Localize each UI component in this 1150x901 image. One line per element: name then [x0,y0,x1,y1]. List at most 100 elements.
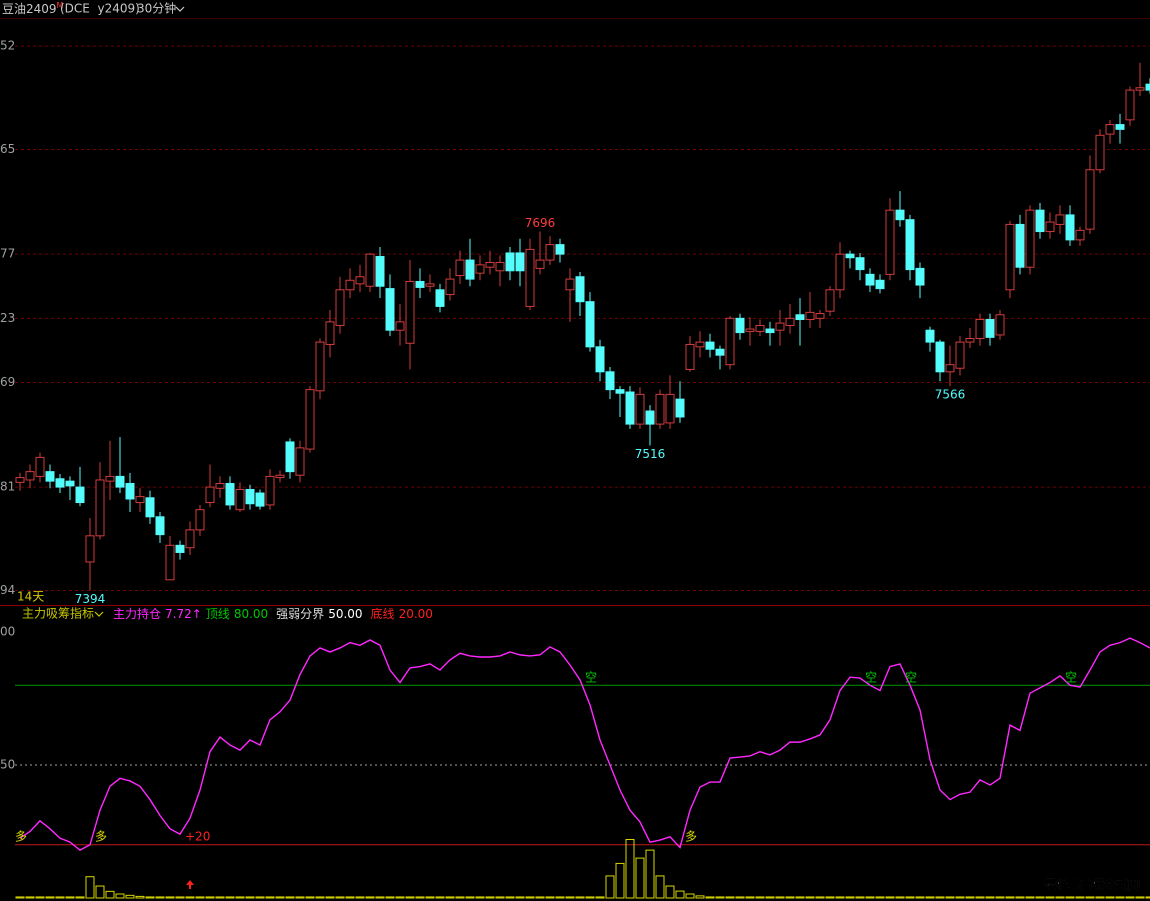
histogram-bar [1125,896,1135,899]
candle-body [1065,214,1075,241]
histogram-bar [755,896,765,899]
histogram-bar [35,896,45,899]
level-name: 顶线 [206,607,230,621]
histogram-bar [465,896,475,899]
level-name: 强弱分界 [276,607,324,621]
histogram-bar [1095,896,1105,899]
indicator-title[interactable]: 主力吸筹指标 [22,606,94,621]
period-chevron[interactable] [175,6,185,12]
candle-body [185,529,195,549]
histogram-bar [705,896,715,899]
candle-body [885,209,895,275]
indicator-chevron[interactable] [94,611,104,617]
histogram-bar [565,896,575,899]
candle-body [345,279,355,291]
candle-body [725,317,735,366]
histogram-bar [905,896,915,899]
candle-body [715,348,725,356]
candle-body [675,398,685,418]
candle-body [695,341,705,348]
histogram-bar [125,894,135,899]
legend-value: 7.72↑ [165,607,202,621]
candle-body [475,264,485,274]
candle-body [915,267,925,286]
histogram-bar [345,896,355,899]
histogram-bar [955,896,965,899]
candle-body [565,278,575,291]
histogram-bar [1035,896,1045,899]
histogram-bar [635,857,645,899]
candle-body [845,253,855,259]
symbol-mark: M [57,1,64,10]
histogram-bar [435,896,445,899]
legend-name: 主力持仓 [113,606,161,621]
candle-body [975,319,985,340]
candle-body [55,478,65,488]
histogram-bar [545,896,555,899]
histogram-bar [645,849,655,899]
candle-body [215,483,225,489]
histogram-bar [305,896,315,899]
candle-body [135,496,145,504]
y-tick-label: 00 [0,625,15,639]
histogram-bar [285,896,295,899]
candle-body [415,280,425,288]
candle-body [995,314,1005,336]
candle-body [775,322,785,331]
candle-body [515,252,525,272]
candle-body [635,393,645,425]
candle-body [145,497,155,518]
candle-body [385,288,395,331]
histogram-bar [725,896,735,899]
candle-body [785,317,795,326]
candle-body [395,321,405,331]
candle-body [1035,209,1045,233]
histogram-bar [15,896,25,899]
histogram-bar [395,896,405,899]
histogram-bar [205,896,215,899]
histogram-bar [45,896,55,899]
histogram-bar [665,885,675,899]
histogram-bar [875,896,885,899]
candle-body [265,475,275,506]
candle-body [765,328,775,334]
candle-body [85,535,95,563]
histogram-bar [785,896,795,899]
candle-body [945,364,955,373]
histogram-bar [845,896,855,899]
signal-label: 多 [685,829,697,843]
candle-body [355,276,365,285]
period-selector[interactable]: 30分钟 [137,1,176,16]
candle-body [615,389,625,394]
histogram-bar [425,896,435,899]
histogram-bar [105,890,115,899]
histogram-bar [385,896,395,899]
signal-label: 空 [905,671,917,685]
indicator-line [19,637,1150,851]
histogram-bar [995,896,1005,899]
watermark: 云析赢指标公式网 [1044,877,1140,892]
low-label: 7516 [635,447,666,461]
candle-body [1085,169,1095,230]
candle-body [535,259,545,269]
candle-body [795,314,805,321]
histogram-bar [765,896,775,899]
candle-body [585,301,595,348]
candle-body [65,480,75,487]
histogram-bar [215,896,225,899]
candle-body [235,488,245,511]
signal-label: 空 [585,671,597,685]
candle-body [965,338,975,343]
histogram-bar [685,893,695,899]
candle-body [1005,223,1015,291]
candle-body [455,259,465,277]
histogram-bar [585,896,595,899]
signal-label: 多 [95,829,107,843]
candle-body [575,276,585,303]
candle-body [275,474,285,479]
histogram-bar [355,896,365,899]
candle-body [875,279,885,290]
histogram-bar [945,896,955,899]
